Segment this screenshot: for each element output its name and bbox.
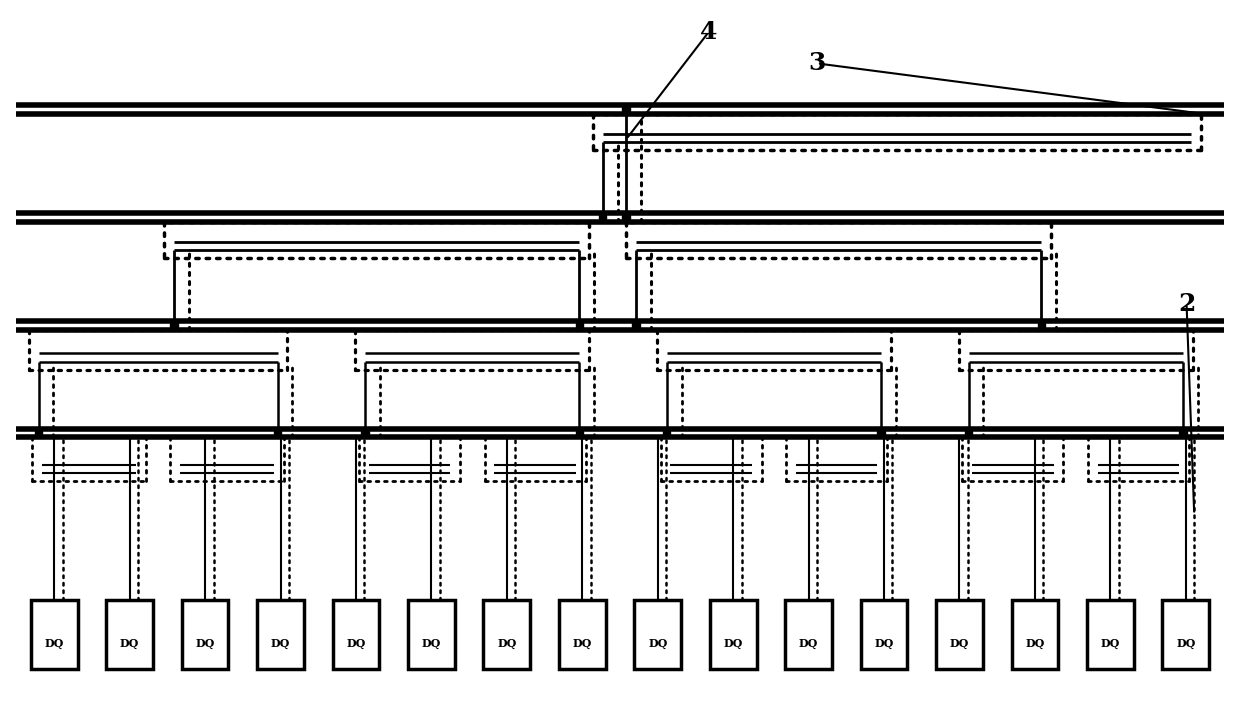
Bar <box>878 431 885 436</box>
Text: DQ: DQ <box>45 637 64 649</box>
Bar <box>575 323 583 327</box>
Bar <box>622 107 630 111</box>
Text: DQ: DQ <box>874 637 894 649</box>
Bar <box>182 600 228 670</box>
Text: DQ: DQ <box>120 637 139 649</box>
Bar <box>361 431 368 436</box>
Bar <box>332 600 379 670</box>
Text: DQ: DQ <box>573 637 591 649</box>
Bar <box>785 600 832 670</box>
Text: 4: 4 <box>701 20 718 44</box>
Text: DQ: DQ <box>270 637 290 649</box>
Bar <box>861 600 908 670</box>
Bar <box>559 600 605 670</box>
Text: DQ: DQ <box>497 637 517 649</box>
Text: DQ: DQ <box>649 637 667 649</box>
Bar <box>170 323 177 327</box>
Text: DQ: DQ <box>950 637 970 649</box>
Bar <box>1087 600 1133 670</box>
Bar <box>1012 600 1058 670</box>
Bar <box>936 600 983 670</box>
Bar <box>663 431 671 436</box>
Bar <box>257 600 304 670</box>
Bar <box>484 600 531 670</box>
Text: DQ: DQ <box>422 637 441 649</box>
Bar <box>1162 600 1209 670</box>
Bar <box>622 215 630 219</box>
Bar <box>1179 431 1187 436</box>
Bar <box>31 600 78 670</box>
Bar <box>965 431 972 436</box>
Bar <box>35 431 42 436</box>
Bar <box>709 600 756 670</box>
Bar <box>1038 323 1045 327</box>
Text: DQ: DQ <box>723 637 743 649</box>
Bar <box>107 600 153 670</box>
Bar <box>274 431 281 436</box>
Bar <box>599 215 606 219</box>
Bar <box>408 600 455 670</box>
Bar <box>632 323 640 327</box>
Text: DQ: DQ <box>1101 637 1120 649</box>
Text: DQ: DQ <box>1176 637 1195 649</box>
Text: DQ: DQ <box>346 637 366 649</box>
Bar <box>575 431 583 436</box>
Text: 2: 2 <box>1178 292 1195 316</box>
Text: DQ: DQ <box>1025 637 1044 649</box>
Bar <box>635 600 681 670</box>
Text: 3: 3 <box>808 51 826 75</box>
Text: DQ: DQ <box>799 637 818 649</box>
Text: DQ: DQ <box>196 637 215 649</box>
